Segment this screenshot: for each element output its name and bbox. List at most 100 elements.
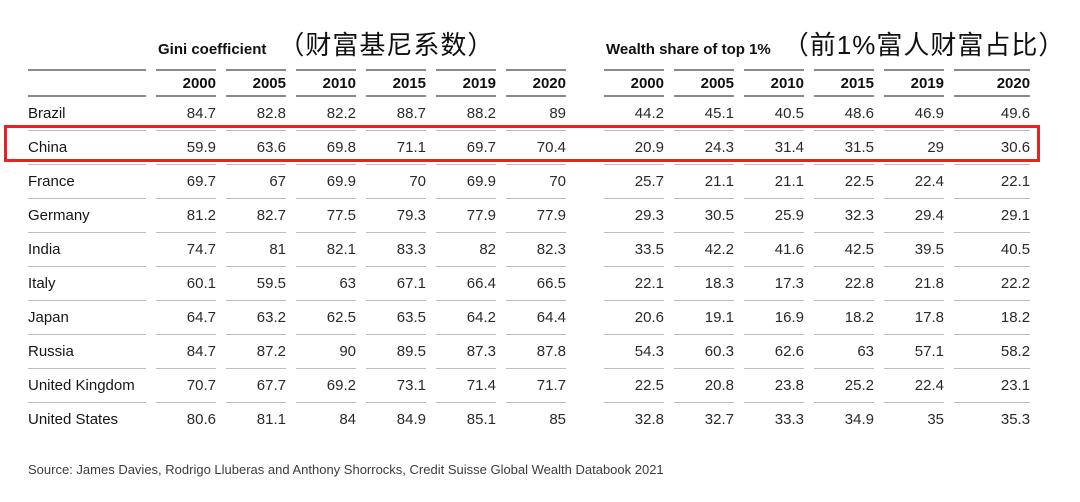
wealth-share-title-english: Wealth share of top 1% xyxy=(606,41,771,58)
wealth-value-russia-2010: 62.6 xyxy=(744,335,804,369)
country-label-russia: Russia xyxy=(28,335,146,369)
wealth-value-germany-2015: 32.3 xyxy=(814,199,874,233)
gini-value-brazil-2000: 84.7 xyxy=(156,97,216,131)
gini-year-header-2010: 2010 xyxy=(296,69,356,97)
gini-value-germany-2000: 81.2 xyxy=(156,199,216,233)
gini-value-india-2005: 81 xyxy=(226,233,286,267)
row-gap xyxy=(576,267,594,301)
wealth-value-united-kingdom-2015: 25.2 xyxy=(814,369,874,403)
row-gap xyxy=(576,97,594,131)
wealth-value-brazil-2020: 49.6 xyxy=(954,97,1031,131)
wealth-value-brazil-2019: 46.9 xyxy=(884,97,944,131)
wealth-value-france-2010: 21.1 xyxy=(744,165,804,199)
gini-value-russia-2000: 84.7 xyxy=(156,335,216,369)
wealth-value-russia-2000: 54.3 xyxy=(604,335,664,369)
wealth-value-japan-2015: 18.2 xyxy=(814,301,874,335)
gini-title-chinese: （财富基尼系数） xyxy=(278,30,495,60)
gini-value-brazil-2010: 82.2 xyxy=(296,97,356,131)
wealth-value-germany-2010: 25.9 xyxy=(744,199,804,233)
wealth-value-india-2005: 42.2 xyxy=(674,233,734,267)
gini-value-brazil-2005: 82.8 xyxy=(226,97,286,131)
gini-value-japan-2015: 63.5 xyxy=(366,301,426,335)
wealth-value-china-2020: 30.6 xyxy=(954,131,1031,165)
group-titles-row: Gini coefficient （财富基尼系数） Wealth share of… xyxy=(28,0,1064,69)
wealth-value-japan-2000: 20.6 xyxy=(604,301,664,335)
gini-value-germany-2019: 77.9 xyxy=(436,199,496,233)
gini-value-italy-2015: 67.1 xyxy=(366,267,426,301)
wealth-value-brazil-2010: 40.5 xyxy=(744,97,804,131)
wealth-value-china-2019: 29 xyxy=(884,131,944,165)
wealth-year-header-2000: 2000 xyxy=(604,69,664,97)
wealth-value-india-2010: 41.6 xyxy=(744,233,804,267)
wealth-value-germany-2005: 30.5 xyxy=(674,199,734,233)
table-row-china: China 59.9 63.6 69.8 71.1 69.7 70.4 20.9 24.3 31.… xyxy=(28,131,1031,165)
table-row-germany: Germany 81.2 82.7 77.5 79.3 77.9 77.9 29.3 30.5 2… xyxy=(28,199,1031,233)
gini-value-italy-2020: 66.5 xyxy=(506,267,566,301)
wealth-value-italy-2020: 22.2 xyxy=(954,267,1031,301)
wealth-value-france-2019: 22.4 xyxy=(884,165,944,199)
wealth-year-header-2015: 2015 xyxy=(814,69,874,97)
gini-value-italy-2005: 59.5 xyxy=(226,267,286,301)
year-header-row: 2000 2005 2010 2015 2019 2020 2000 2005 2010 2015… xyxy=(28,69,1031,97)
gini-value-united-kingdom-2005: 67.7 xyxy=(226,369,286,403)
wealth-value-china-2015: 31.5 xyxy=(814,131,874,165)
gini-year-header-2015: 2015 xyxy=(366,69,426,97)
gini-year-header-2019: 2019 xyxy=(436,69,496,97)
gini-value-italy-2000: 60.1 xyxy=(156,267,216,301)
gini-value-india-2000: 74.7 xyxy=(156,233,216,267)
wealth-value-france-2015: 22.5 xyxy=(814,165,874,199)
empty-corner-cell xyxy=(28,0,146,69)
row-gap xyxy=(576,165,594,199)
country-column-header xyxy=(28,69,146,97)
gini-value-japan-2020: 64.4 xyxy=(506,301,566,335)
wealth-value-united-states-2005: 32.7 xyxy=(704,411,734,428)
wealth-value-united-kingdom-2020: 23.1 xyxy=(954,369,1031,403)
wealth-value-united-kingdom-2000: 22.5 xyxy=(604,369,664,403)
table-row-brazil: Brazil 84.7 82.8 82.2 88.7 88.2 89 44.2 45.1 40.5… xyxy=(28,97,1031,131)
row-gap xyxy=(576,233,594,267)
wealth-value-italy-2019: 21.8 xyxy=(884,267,944,301)
row-gap xyxy=(576,369,594,403)
group-gap xyxy=(576,0,594,69)
table-row-united-kingdom: United Kingdom 70.7 67.7 69.2 73.1 71.4 71.7 22… xyxy=(28,369,1031,403)
gini-value-united-states-2000: 80.6 xyxy=(186,411,216,428)
country-label-germany: Germany xyxy=(28,199,146,233)
wealth-value-brazil-2015: 48.6 xyxy=(814,97,874,131)
gini-value-united-states-2020: 85 xyxy=(549,411,566,428)
country-label-france: France xyxy=(28,165,146,199)
country-label-brazil: Brazil xyxy=(28,97,146,131)
wealth-value-russia-2005: 60.3 xyxy=(674,335,734,369)
wealth-value-france-2000: 25.7 xyxy=(604,165,664,199)
table-row-france: France 69.7 67 69.9 70 69.9 70 25.7 21.1 21.1 22.5… xyxy=(28,165,1031,199)
gini-value-japan-2019: 64.2 xyxy=(436,301,496,335)
country-label-japan: Japan xyxy=(28,301,146,335)
gini-value-united-kingdom-2010: 69.2 xyxy=(296,369,356,403)
country-label-italy: Italy xyxy=(28,267,146,301)
gini-value-china-2020: 70.4 xyxy=(506,131,566,165)
gini-value-china-2019: 69.7 xyxy=(436,131,496,165)
wealth-value-germany-2000: 29.3 xyxy=(604,199,664,233)
row-gap xyxy=(576,131,594,165)
gini-value-united-states-2015: 84.9 xyxy=(396,411,426,428)
wealth-value-italy-2015: 22.8 xyxy=(814,267,874,301)
gini-value-china-2015: 71.1 xyxy=(366,131,426,165)
gini-value-japan-2005: 63.2 xyxy=(226,301,286,335)
gini-value-india-2015: 83.3 xyxy=(366,233,426,267)
wealth-value-united-states-2010: 33.3 xyxy=(774,411,804,428)
gini-year-header-2020: 2020 xyxy=(506,69,566,97)
wealth-value-china-2005: 24.3 xyxy=(674,131,734,165)
gini-group-title: Gini coefficient （财富基尼系数） xyxy=(156,0,566,69)
gini-value-india-2019: 82 xyxy=(436,233,496,267)
wealth-value-japan-2019: 17.8 xyxy=(884,301,944,335)
wealth-value-japan-2020: 18.2 xyxy=(954,301,1031,335)
country-label-united-kingdom: United Kingdom xyxy=(28,369,146,403)
wealth-value-france-2020: 22.1 xyxy=(954,165,1031,199)
source-note: Source: James Davies, Rodrigo Lluberas a… xyxy=(28,462,664,477)
wealth-inequality-table: Gini coefficient （财富基尼系数） Wealth share of… xyxy=(18,0,1064,436)
wealth-year-header-2010: 2010 xyxy=(744,69,804,97)
country-label-india: India xyxy=(28,233,146,267)
wealth-value-germany-2019: 29.4 xyxy=(884,199,944,233)
wealth-value-united-states-2000: 32.8 xyxy=(634,411,664,428)
gini-value-italy-2019: 66.4 xyxy=(436,267,496,301)
wealth-value-italy-2010: 17.3 xyxy=(744,267,804,301)
